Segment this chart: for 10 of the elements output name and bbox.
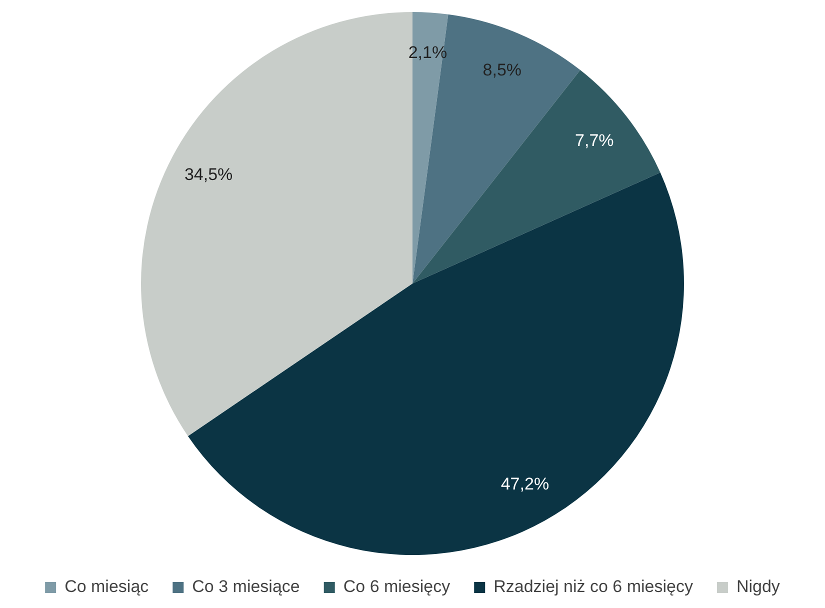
legend-label: Co miesiąc <box>64 577 150 596</box>
legend-label: Nigdy <box>736 577 780 596</box>
data-label: 7,7% <box>575 131 614 150</box>
data-label: 34,5% <box>184 165 233 184</box>
data-label: 2,1% <box>408 42 448 62</box>
data-label: 47,2% <box>500 474 550 494</box>
legend-label: Co 6 miesięcy <box>343 577 451 596</box>
legend-label: Rzadziej niż co 6 miesięcy <box>494 577 694 596</box>
legend-label: Co 3 miesiące <box>192 577 300 596</box>
data-label: 8,5% <box>482 60 522 80</box>
